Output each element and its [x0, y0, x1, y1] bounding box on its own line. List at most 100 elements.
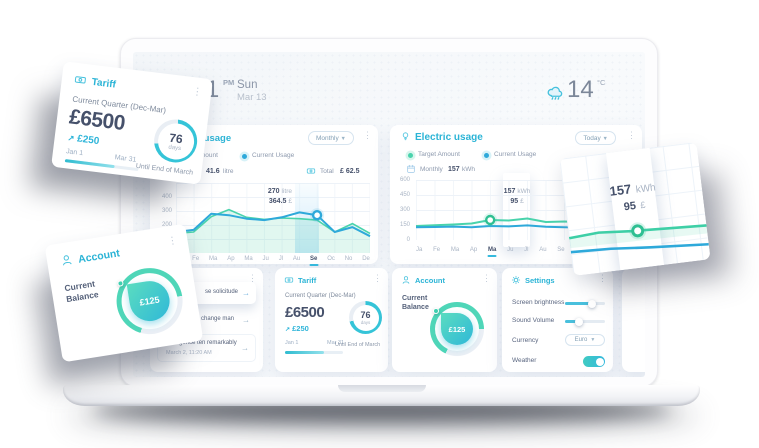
electric-tooltip: 157 kWh 95 £	[490, 187, 544, 207]
month-label[interactable]: Ma	[450, 247, 460, 253]
currency-dropdown[interactable]: Euro ▼	[565, 334, 605, 346]
month-label[interactable]: Ap	[227, 256, 235, 262]
electric-card-menu-icon[interactable]: ⋮	[627, 130, 636, 140]
floating-tariff-end: Mar 31	[114, 154, 137, 164]
floating-account-menu-icon[interactable]: ⋮	[166, 235, 179, 248]
water-tooltip-unit: litre	[281, 188, 292, 195]
news-item-meta: March 2, 11:20 AM	[166, 350, 212, 356]
floating-tariff-menu-icon[interactable]: ⋮	[191, 86, 203, 99]
month-label[interactable]: Ma	[487, 247, 497, 253]
target-legend-dot	[408, 153, 413, 158]
tariff-progress-bar	[285, 351, 343, 354]
month-label[interactable]: Ma	[209, 256, 218, 262]
month-label[interactable]: Ju	[262, 256, 269, 262]
month-label[interactable]: Au	[539, 247, 547, 253]
arrow-right-icon: →	[242, 315, 250, 325]
month-label[interactable]: Ma	[244, 256, 253, 262]
month-label[interactable]: Au	[292, 256, 301, 262]
balance-gauge: £125	[430, 302, 484, 356]
water-month-axis: JaFeMaApMaJuJlAuSeOcNoDe	[176, 256, 370, 262]
floating-tariff-start: Jan 1	[65, 148, 84, 158]
chevron-down-icon: ▼	[590, 337, 596, 343]
month-label[interactable]: Fe	[433, 247, 441, 253]
tariff-card-menu-icon[interactable]: ⋮	[373, 273, 382, 283]
setting-label: Currency	[512, 337, 539, 344]
month-label[interactable]: Ja	[416, 247, 423, 253]
laptop-base	[63, 385, 700, 406]
kwh-marker[interactable]	[631, 224, 645, 238]
account-card-title: Account	[415, 276, 445, 285]
receipt-icon	[74, 76, 86, 84]
tariff-delta: £250	[292, 324, 309, 333]
rain-cloud-icon	[547, 86, 563, 100]
month-label[interactable]: Se	[557, 247, 565, 253]
person-icon	[402, 276, 410, 284]
current-legend-dot	[242, 154, 247, 159]
clock-date: Mar 13	[237, 92, 267, 103]
tariff-period: Current Quarter (Dec-Mar)	[285, 293, 356, 299]
floating-tariff-amount: £6500	[67, 105, 127, 136]
month-label[interactable]: Jl	[278, 256, 284, 262]
month-label[interactable]: Jl	[524, 247, 529, 253]
floating-tariff-delta: £250	[76, 133, 100, 148]
tariff-days-donut: 76 days	[349, 301, 382, 334]
electric-range-value: Today	[583, 134, 601, 142]
water-range-value: Monthly	[315, 134, 339, 142]
water-total-label: Total	[320, 168, 334, 175]
water-marker[interactable]	[311, 210, 323, 221]
electric-monthly-label: Monthly	[420, 166, 443, 173]
electric-marker[interactable]	[484, 214, 496, 226]
water-tooltip-value: 270	[267, 188, 280, 195]
electric-range-dropdown[interactable]: Today ▼	[575, 131, 616, 145]
weather-temp: 14	[567, 76, 594, 103]
settings-card-title: Settings	[525, 276, 555, 285]
electric-tooltip-price: 95	[510, 198, 519, 205]
month-label[interactable]: De	[362, 256, 370, 262]
month-label[interactable]: Fe	[192, 256, 200, 262]
month-label[interactable]: Ap	[469, 247, 478, 253]
electric-tooltip-value: 157	[503, 188, 516, 195]
floating-tariff-footnote: Until End of March	[135, 162, 194, 177]
person-icon	[63, 255, 72, 266]
tariff-start-date: Jan 1	[285, 340, 299, 346]
clock-day: Sun	[237, 79, 258, 91]
tariff-footnote: Until End of March	[335, 342, 381, 348]
gear-icon	[511, 275, 521, 285]
tariff-days: 76	[360, 310, 371, 320]
y-tick: 300	[399, 207, 410, 213]
month-label[interactable]: Ju	[507, 247, 514, 253]
water-monthly-unit: litre	[223, 168, 234, 175]
news-item[interactable]: change man →	[157, 310, 256, 330]
news-card-menu-icon[interactable]: ⋮	[248, 273, 257, 283]
brightness-slider[interactable]	[565, 299, 605, 308]
dashboard-screen: ⋮ 21 PM Sun Mar 13 14 °C Water usage Mon…	[133, 52, 645, 377]
floating-tariff-title: Tariff	[90, 76, 117, 91]
settings-card-menu-icon[interactable]: ⋮	[598, 273, 607, 283]
water-range-dropdown[interactable]: Monthly ▼	[307, 131, 354, 145]
news-item-text: se solicitude	[205, 289, 239, 295]
y-tick: 600	[399, 177, 410, 183]
floating-tariff-card: Tariff ⋮ Current Quarter (Dec-Mar) £6500…	[51, 61, 213, 185]
y-tick: 450	[399, 192, 410, 198]
floating-account-card: Account ⋮ Current Balance £125	[44, 223, 204, 363]
chevron-down-icon: ▼	[340, 135, 346, 142]
current-legend-dot	[484, 153, 489, 158]
month-label[interactable]: Se	[310, 256, 318, 262]
tariff-card: Tariff ⋮ Current Quarter (Dec-Mar) £6500…	[275, 268, 388, 372]
currency-value: Euro	[574, 337, 588, 343]
month-label[interactable]: Oc	[327, 256, 335, 262]
tariff-end-date: Mar 31	[327, 340, 345, 346]
month-label[interactable]: No	[344, 256, 353, 262]
water-card-menu-icon[interactable]: ⋮	[363, 130, 372, 140]
setting-label: Screen brightness	[512, 299, 565, 306]
floating-kwh-card: 157 kWh 95 £	[559, 142, 711, 276]
target-legend-label: Target Amount	[418, 151, 460, 158]
water-tooltip: 270 litre 364.5 £	[246, 187, 292, 207]
tariff-amount: £6500	[285, 304, 325, 321]
bulb-icon	[402, 132, 409, 141]
weather-toggle[interactable]	[583, 356, 605, 367]
volume-slider[interactable]	[565, 317, 605, 326]
account-card-menu-icon[interactable]: ⋮	[482, 273, 491, 283]
electric-monthly-value: 157	[448, 166, 460, 173]
